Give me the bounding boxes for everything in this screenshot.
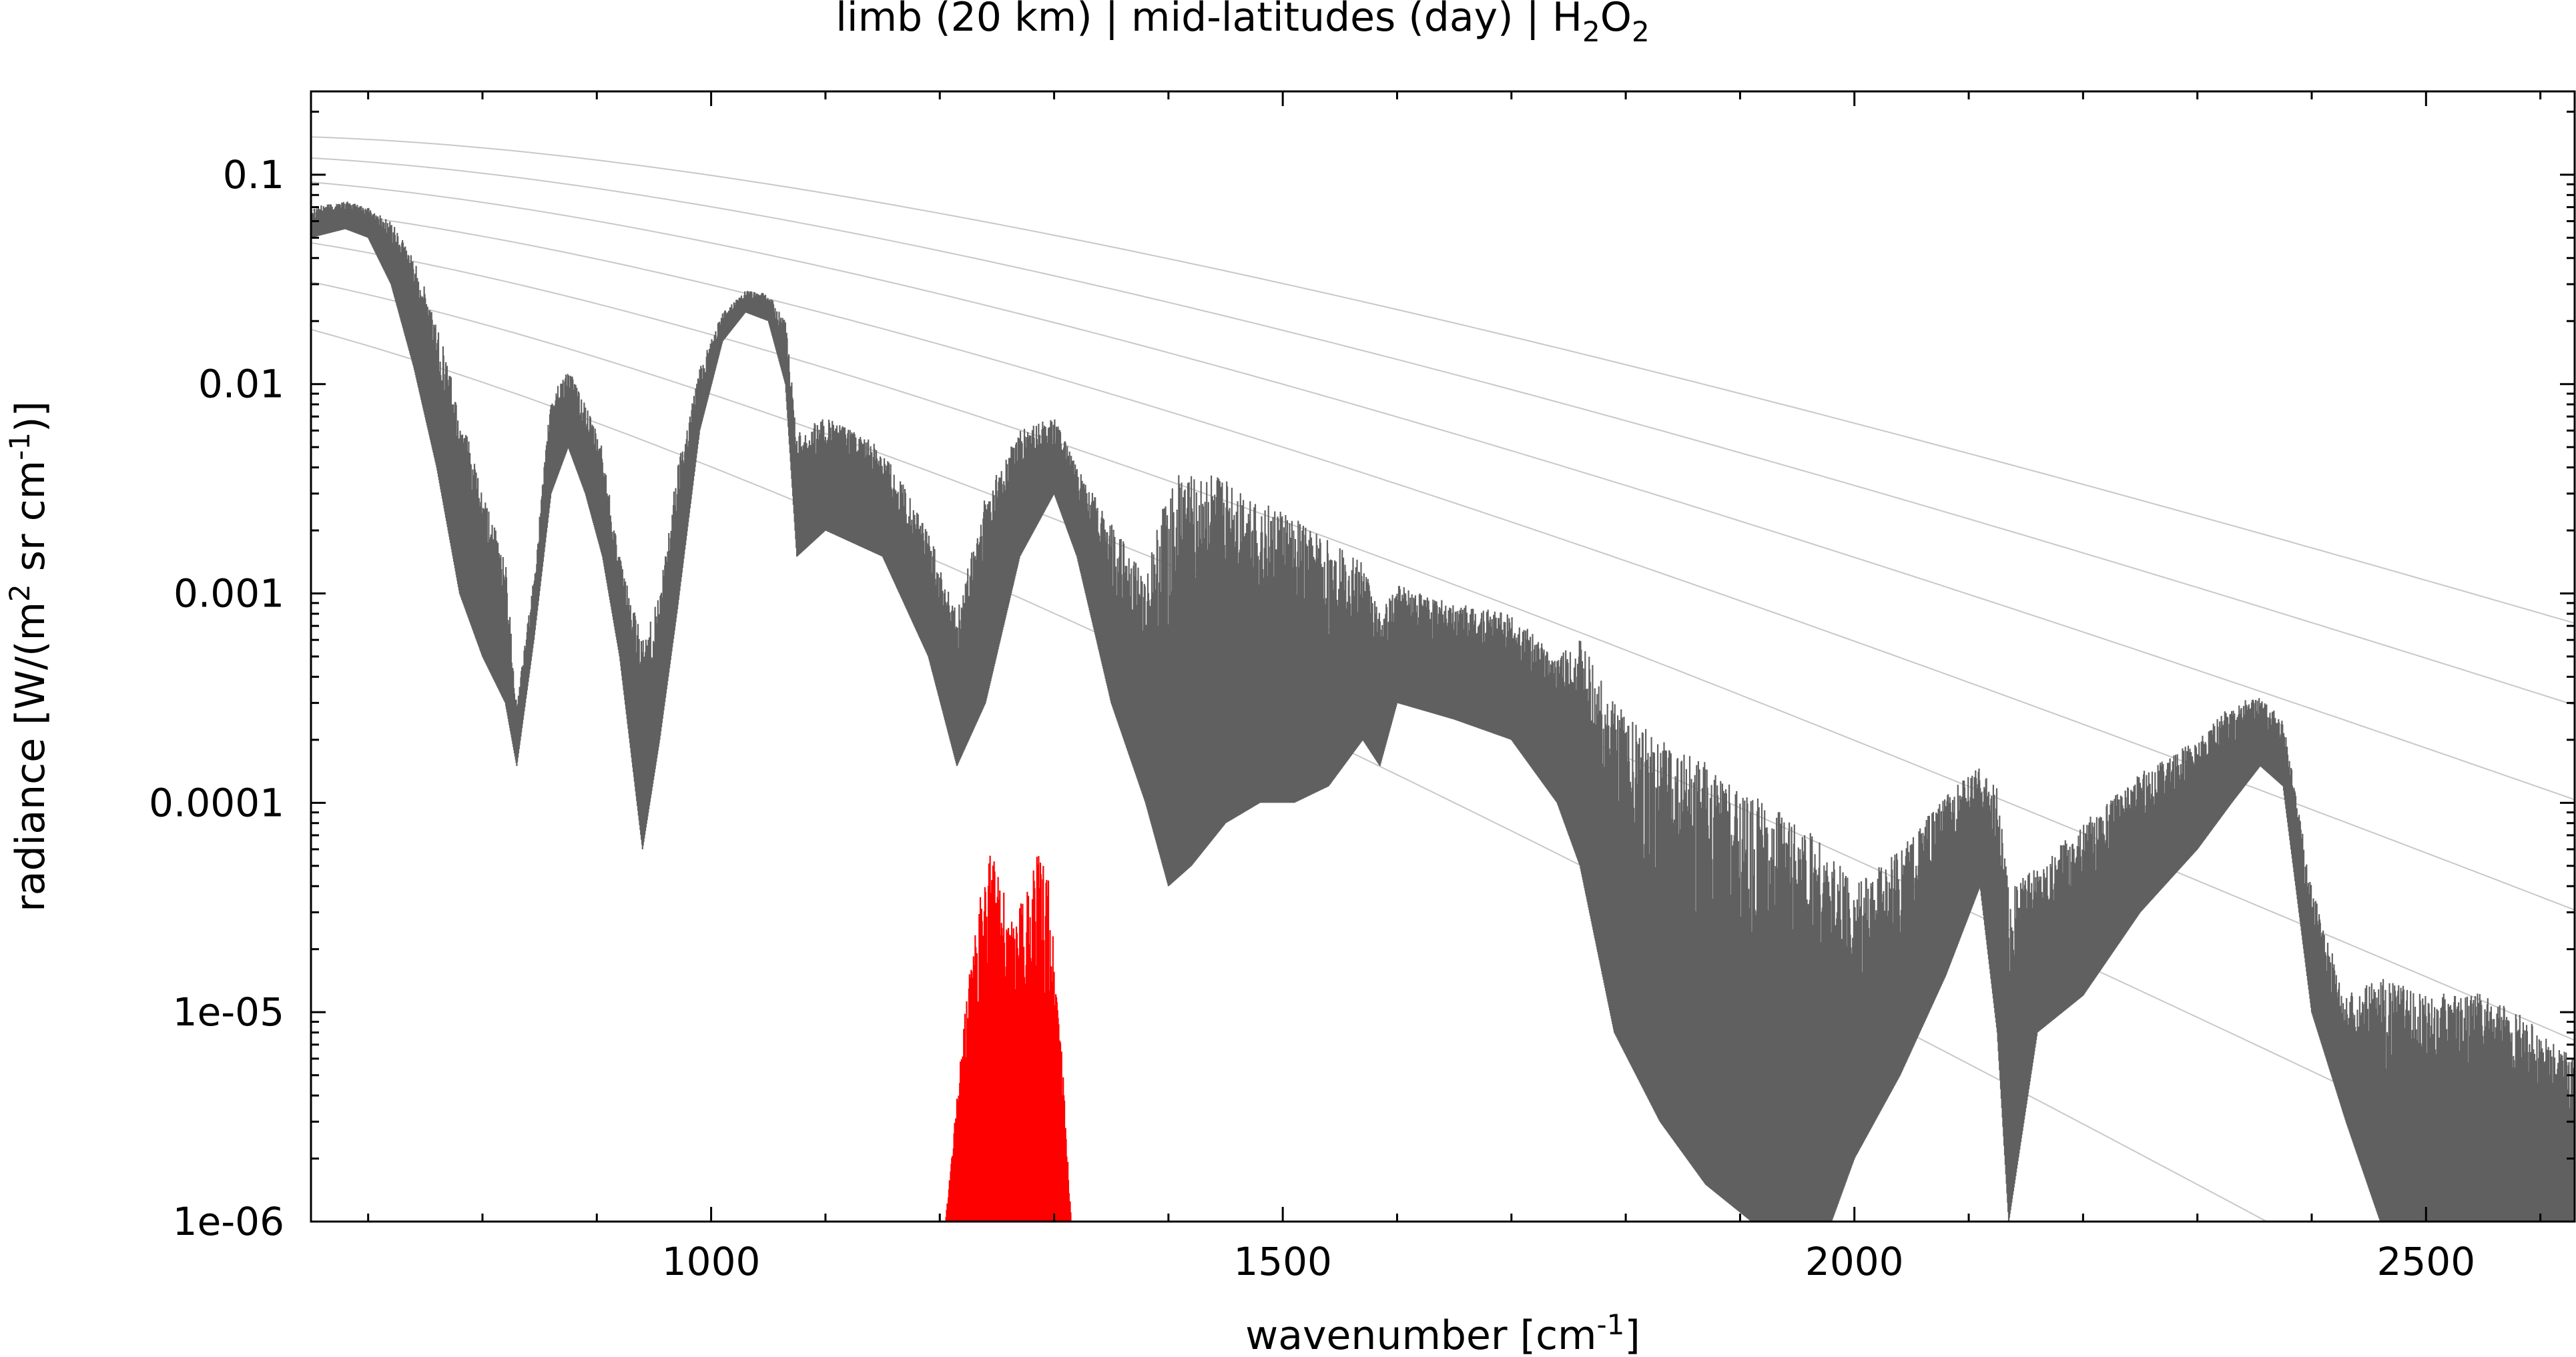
x-axis: 1000 1500 2000 2500: [367, 91, 2542, 1284]
planck-curve-220K: [311, 242, 2575, 1041]
x-tick-label: 2500: [2376, 1239, 2475, 1284]
y-tick-label: 0.1: [223, 152, 284, 197]
planck-curve-180K: [311, 328, 2268, 1222]
y-axis: 0.1 0.01 0.001 0.0001 1e-05 1e-06: [149, 110, 2575, 1244]
series-h2o2: [945, 855, 1072, 1222]
total-radiance-lines: [311, 201, 2575, 1222]
y-tick-label: 0.01: [198, 362, 284, 407]
x-tick-label: 1500: [1233, 1239, 1332, 1284]
planck-curve-280K: [311, 157, 2575, 706]
y-tick-label: 0.001: [174, 571, 284, 616]
y-tick-label: 0.0001: [149, 780, 284, 825]
planck-curve-240K: [311, 209, 2575, 911]
planck-curve-260K: [311, 181, 2575, 801]
y-tick-label: 1e-06: [173, 1199, 284, 1244]
x-tick-label: 2000: [1805, 1239, 1904, 1284]
h2o2-radiance-lines: [945, 855, 1072, 1222]
planck-reference-curves: [311, 136, 2575, 1222]
series-total-radiance: [311, 201, 2575, 1222]
x-tick-label: 1000: [662, 1239, 761, 1284]
planck-curve-300K: [311, 136, 2575, 624]
y-axis-title: radiance [W/(m2 sr cm-1)]: [3, 401, 54, 912]
x-axis-title: wavenumber [cm-1]: [1245, 1308, 1640, 1357]
y-tick-label: 1e-05: [173, 989, 284, 1035]
chart-title: limb (20 km) | mid-latitudes (day) | H2O…: [836, 0, 1649, 48]
